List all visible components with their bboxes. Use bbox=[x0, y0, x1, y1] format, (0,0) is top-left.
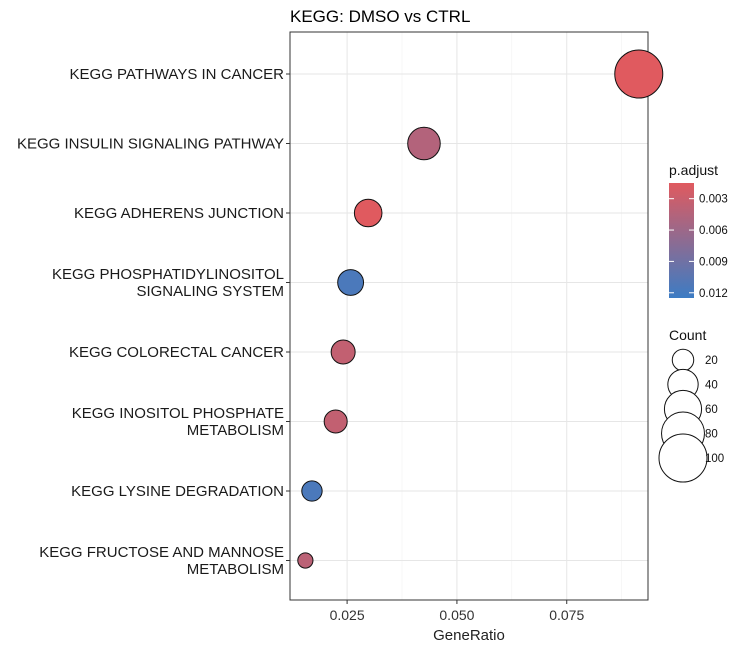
color-legend: p.adjust 0.003 0.006 0.009 0.012 bbox=[669, 162, 728, 300]
size-legend-label: 80 bbox=[705, 429, 718, 441]
color-legend-label: 0.009 bbox=[699, 256, 728, 268]
x-tick-label: 0.050 bbox=[439, 607, 474, 623]
y-tick-label: KEGG COLORECTAL CANCER bbox=[69, 344, 284, 361]
plot-border bbox=[289, 31, 649, 601]
chart-title: KEGG: DMSO vs CTRL bbox=[290, 7, 470, 26]
size-legend-label: 20 bbox=[705, 355, 718, 367]
data-point bbox=[330, 339, 356, 365]
color-legend-bar bbox=[669, 183, 694, 298]
color-legend-title: p.adjust bbox=[669, 162, 718, 178]
color-legend-label: 0.003 bbox=[699, 194, 728, 206]
data-point bbox=[337, 269, 365, 296]
x-axis-title: GeneRatio bbox=[433, 627, 505, 644]
y-tick-label: KEGG INSULIN SIGNALING PATHWAY bbox=[17, 136, 284, 153]
data-point bbox=[407, 126, 441, 161]
size-legend: Count 20 40 60 80 100 bbox=[658, 327, 724, 483]
data-point bbox=[323, 409, 348, 434]
y-tick-label: KEGG INOSITOL PHOSPHATE METABOLISM bbox=[72, 405, 284, 439]
size-legend-circle bbox=[658, 433, 708, 483]
color-legend-label: 0.012 bbox=[699, 288, 728, 300]
size-legend-label: 100 bbox=[705, 453, 724, 465]
y-tick-label: KEGG PHOSPHATIDYLINOSITOL SIGNALING SYSTE… bbox=[52, 266, 284, 300]
x-tick-label: 0.075 bbox=[549, 607, 584, 623]
size-legend-title: Count bbox=[669, 327, 706, 343]
y-tick-label: KEGG ADHERENS JUNCTION bbox=[74, 205, 284, 222]
color-legend-label: 0.006 bbox=[699, 225, 728, 237]
size-legend-label: 40 bbox=[705, 380, 718, 392]
data-point bbox=[301, 480, 323, 502]
data-point bbox=[353, 198, 383, 228]
data-point bbox=[297, 552, 314, 569]
x-tick-label: 0.025 bbox=[330, 607, 365, 623]
y-tick-label: KEGG FRUCTOSE AND MANNOSE METABOLISM bbox=[39, 544, 284, 578]
y-tick-label: KEGG PATHWAYS IN CANCER bbox=[70, 66, 285, 83]
size-legend-label: 60 bbox=[705, 404, 718, 416]
plot-panel bbox=[290, 32, 648, 600]
size-legend-circle bbox=[671, 348, 695, 372]
data-point bbox=[614, 49, 664, 99]
y-tick-label: KEGG LYSINE DEGRADATION bbox=[71, 483, 284, 500]
